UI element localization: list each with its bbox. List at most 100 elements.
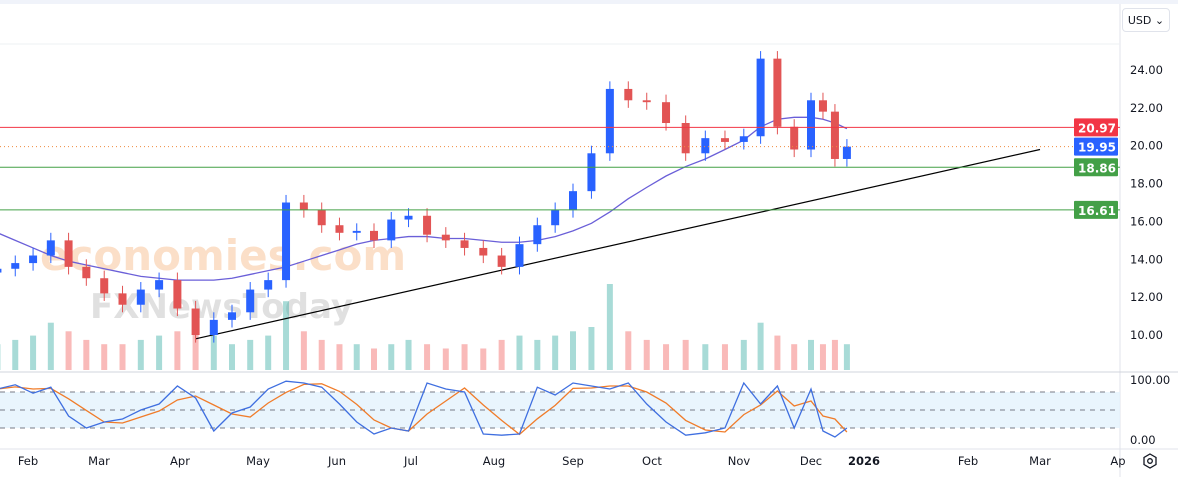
volume-bar [119, 344, 126, 370]
volume-bar [791, 344, 798, 370]
volume-bar [480, 348, 487, 370]
candle-body [624, 88, 633, 101]
candle-body [773, 58, 782, 127]
volume-bar [229, 344, 235, 370]
volume-bar [588, 327, 595, 370]
candle-body [642, 100, 651, 103]
stochastic-tick-label: 0.00 [1130, 433, 1156, 447]
candle-body [807, 100, 815, 150]
volume-bar [283, 301, 290, 370]
candle-body [387, 219, 396, 241]
candle-body [681, 123, 690, 154]
volume-bar [156, 335, 163, 370]
time-tick-label: 2026 [848, 454, 880, 468]
volume-bar [702, 344, 709, 370]
candle-body [118, 293, 127, 305]
settings-gear-icon[interactable] [1141, 452, 1159, 470]
candle-body [11, 263, 20, 269]
price-tick-label: 14.00 [1130, 252, 1163, 266]
volume-bar [552, 335, 559, 370]
trendline [195, 148, 1041, 340]
time-tick-label: Jun [327, 454, 346, 468]
candle-body [352, 230, 361, 233]
time-tick-label: Sep [562, 454, 584, 468]
time-tick-label: Ap [1110, 454, 1125, 468]
stochastic-k-line [0, 380, 848, 438]
time-tick-label: Feb [18, 454, 38, 468]
candle-body [460, 240, 469, 248]
candle-body [404, 215, 413, 220]
volume-bar [424, 344, 431, 370]
price-tick-label: 22.00 [1130, 101, 1163, 115]
candle-body [46, 240, 55, 256]
volume-bar [388, 344, 395, 370]
volume-bar [843, 344, 850, 370]
candle-body [228, 312, 236, 320]
candle-body [246, 289, 255, 313]
candle-body [209, 319, 218, 336]
candle-body [533, 225, 542, 245]
candle-body [0, 268, 2, 273]
time-tick-label: Feb [958, 454, 978, 468]
top-border [0, 0, 1178, 4]
volume-bar [461, 344, 468, 370]
watermark-fxnewstoday: FXNewsToday [90, 287, 353, 327]
candle-body [317, 210, 326, 226]
candle-body [155, 280, 164, 290]
candle-body [423, 215, 432, 235]
candle-body [299, 202, 308, 211]
time-tick-label: Dec [800, 454, 822, 468]
price-tick-label: 18.00 [1130, 177, 1163, 191]
volume-bar [606, 284, 613, 370]
volume-bar [682, 339, 689, 370]
time-tick-label: Jul [403, 454, 418, 468]
price-tick-label: 10.00 [1130, 328, 1163, 342]
price-tick-label: 16.00 [1130, 214, 1163, 228]
candle-body [818, 100, 827, 112]
resistance-price-label: 20.97 [1078, 121, 1116, 135]
price-tick-label: 12.00 [1130, 290, 1163, 304]
support-price-badge [1074, 200, 1118, 219]
volume-bar [47, 322, 54, 370]
candle-body [720, 138, 729, 142]
candle-body [136, 289, 145, 305]
volume-bar [516, 335, 523, 370]
volume-bar [498, 339, 505, 370]
candle-body [191, 308, 200, 336]
candle-body [441, 234, 450, 241]
watermark-economies: economies.com [40, 231, 406, 280]
candle-body [701, 138, 710, 154]
time-tick-label: Oct [642, 454, 662, 468]
price-tick-label: 24.00 [1130, 63, 1163, 77]
volume-bar [405, 339, 412, 370]
candle-body [479, 247, 488, 256]
currency-selector[interactable]: USD ⌄ [1122, 8, 1170, 32]
volume-bar [625, 331, 632, 370]
chevron-down-icon: ⌄ [1154, 14, 1165, 27]
candle-body [662, 102, 671, 124]
volume-bar [808, 339, 814, 370]
candle-body [82, 266, 91, 279]
candle-body [370, 230, 378, 241]
volume-bar [137, 339, 144, 370]
candle-body [100, 278, 109, 294]
volume-bar [757, 322, 764, 370]
volume-bar [721, 344, 728, 370]
volume-bar [30, 335, 37, 370]
candle-body [756, 58, 765, 137]
time-tick-label: Nov [728, 454, 751, 468]
volume-bar [353, 344, 360, 370]
candle-body [497, 255, 506, 267]
last_price-price-label: 19.95 [1078, 141, 1116, 155]
candle-body [282, 202, 291, 281]
volume-bar [740, 339, 747, 370]
volume-bar [174, 331, 181, 370]
candle-body [739, 136, 748, 142]
volume-bar [247, 339, 254, 370]
volume-bar [210, 335, 217, 370]
time-tick-label: May [246, 454, 270, 468]
volume-bar [831, 339, 838, 370]
volume-bar [663, 344, 670, 370]
